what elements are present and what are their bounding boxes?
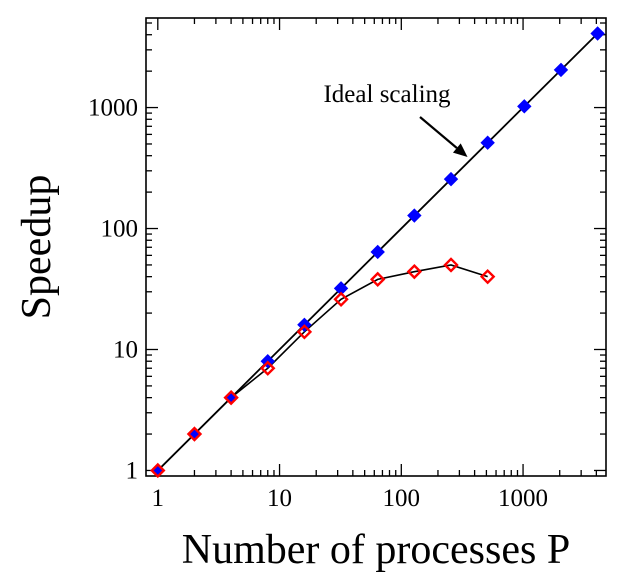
ideal-speedup-point	[370, 244, 385, 260]
measured-speedup-point	[370, 271, 386, 288]
axis-ticks	[146, 18, 606, 476]
measured-speedup-point	[479, 268, 496, 285]
x-tick-label: 100	[383, 485, 421, 512]
measured-speedup-point	[150, 462, 166, 479]
measured-speedup-point	[223, 389, 239, 406]
measured-speedup-point	[296, 324, 313, 340]
ideal-speedup-point	[407, 208, 422, 223]
x-tick-label: 1000	[498, 485, 548, 512]
ideal-speedup-point	[517, 99, 532, 114]
ideal-speedup-point	[553, 62, 569, 78]
measured-speedup-point	[260, 360, 276, 376]
x-axis-title: Number of processes P	[182, 527, 570, 573]
measured-speedup-point	[406, 263, 423, 280]
measured-speedup-point	[186, 426, 203, 442]
y-tick-label: 1000	[88, 95, 138, 122]
y-tick-label: 100	[101, 216, 139, 243]
annotation-arrow	[419, 116, 468, 158]
y-tick-label: 10	[113, 336, 138, 363]
y-axis-title: Speedup	[14, 175, 60, 320]
ideal-speedup-point	[443, 171, 459, 187]
series-markers	[150, 26, 605, 479]
measured-speedup-line	[157, 264, 488, 472]
tick-labels: 1 10 100 1000 1 10 100 1000	[88, 95, 548, 512]
ideal-speedup-point	[480, 135, 495, 150]
x-tick-label: 10	[267, 485, 292, 512]
measured-speedup-point	[443, 257, 459, 273]
x-tick-label: 1	[152, 485, 165, 512]
ideal-scaling-annotation: Ideal scaling	[323, 81, 451, 108]
measured-speedup-point	[333, 291, 349, 307]
y-tick-label: 1	[126, 457, 139, 484]
ideal-speedup-point	[590, 26, 605, 41]
